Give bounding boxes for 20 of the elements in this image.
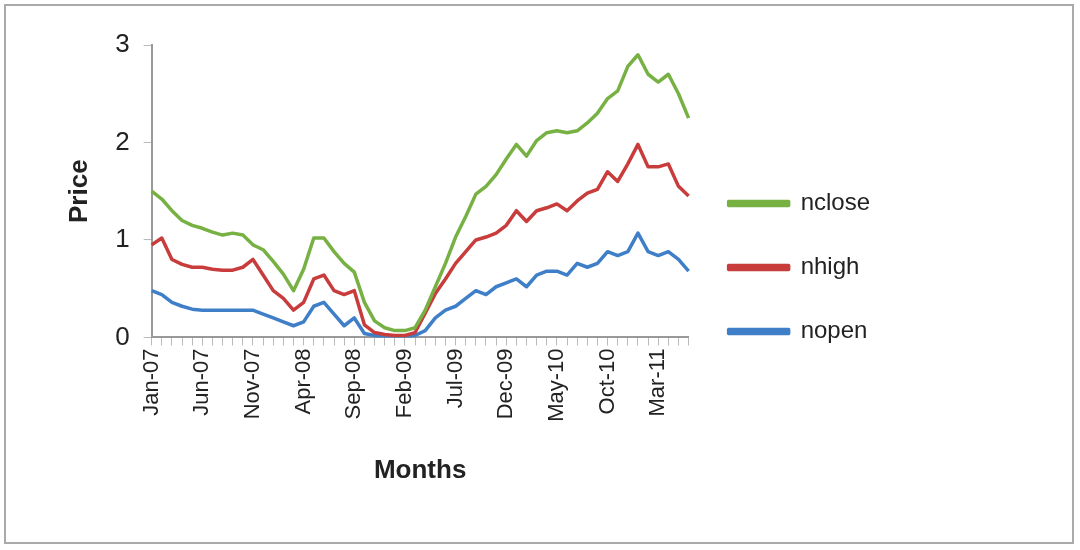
x-tick-label: Jan-07 xyxy=(137,348,163,416)
x-tick-label: Apr-08 xyxy=(289,348,315,415)
x-tick-label: Feb-09 xyxy=(391,348,417,419)
y-axis-title: Price xyxy=(62,159,93,224)
y-tick-label: 2 xyxy=(115,125,130,156)
y-tick-label: 0 xyxy=(115,320,130,351)
legend-label: nopen xyxy=(800,316,868,344)
legend-label: nclose xyxy=(800,188,870,216)
x-tick-label: Mar-11 xyxy=(644,348,670,417)
y-tick-label: 1 xyxy=(115,223,130,254)
x-tick-label: Nov-07 xyxy=(239,348,265,420)
y-tick-label: 3 xyxy=(115,28,130,59)
x-tick-label: Jun-07 xyxy=(188,348,214,416)
legend-label: nhigh xyxy=(800,252,860,280)
x-tick-label: Oct-10 xyxy=(593,348,619,415)
x-tick-label: Sep-08 xyxy=(340,348,366,420)
x-axis-title: Months xyxy=(373,453,467,484)
x-tick-label: Jul-09 xyxy=(441,348,467,409)
x-tick-label: May-10 xyxy=(542,348,568,422)
x-tick-label: Dec-09 xyxy=(492,348,518,420)
